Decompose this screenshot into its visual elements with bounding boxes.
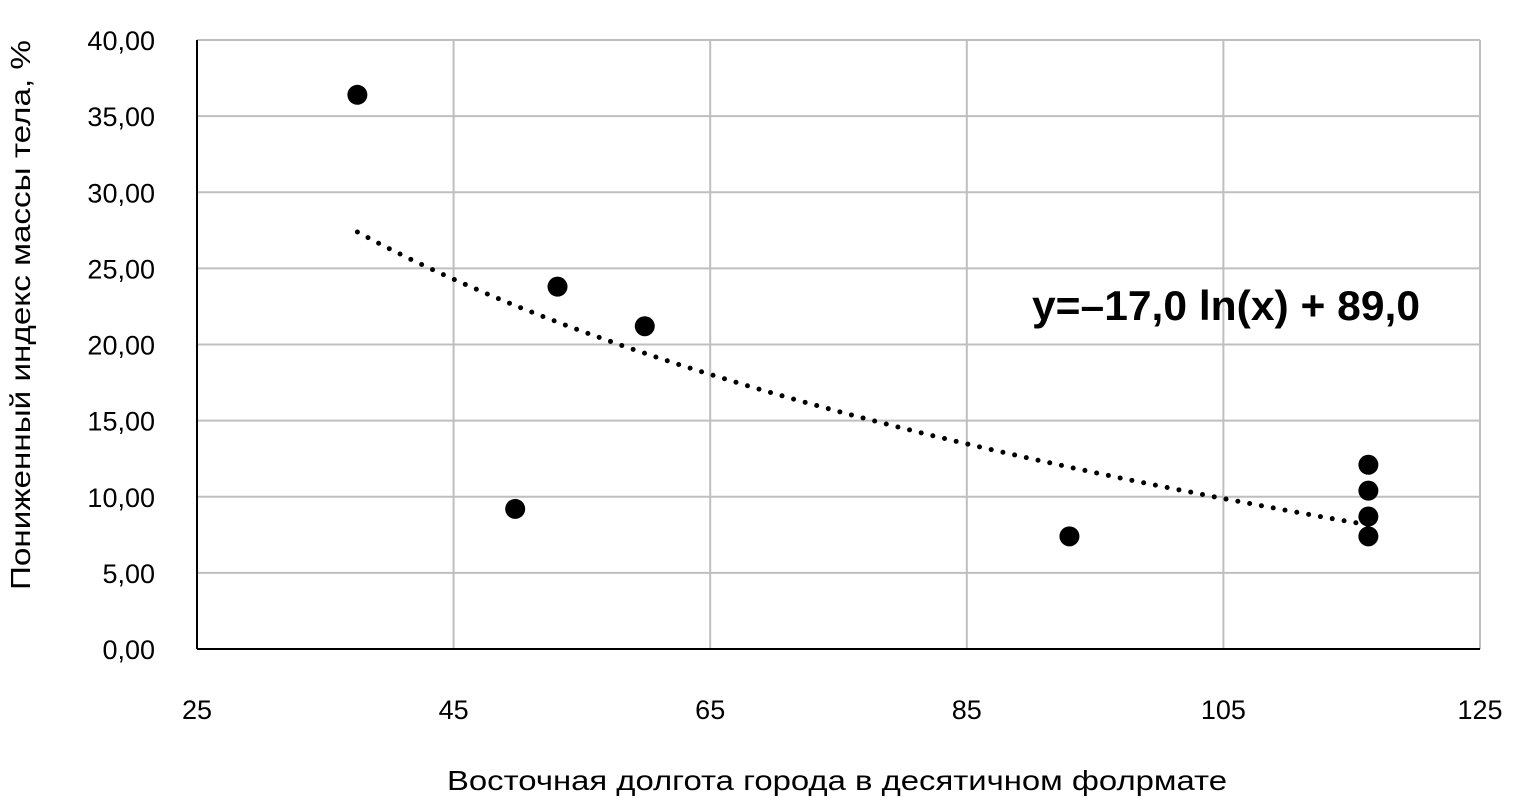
y-tick-label: 30,00 bbox=[87, 178, 155, 208]
y-tick-label: 0,00 bbox=[102, 635, 155, 665]
axes bbox=[196, 40, 1480, 650]
y-tick-label: 40,00 bbox=[87, 26, 155, 56]
data-point bbox=[1358, 526, 1379, 547]
x-tick-label: 65 bbox=[695, 695, 725, 725]
y-tick-label: 10,00 bbox=[87, 483, 155, 513]
y-tick-label: 5,00 bbox=[102, 559, 155, 589]
x-tick-label: 105 bbox=[1201, 695, 1246, 725]
y-axis-title: Пониженный индекс массы тела, % bbox=[5, 40, 36, 590]
data-point bbox=[347, 84, 368, 105]
tick-labels: 0,00 5,00 10,00 15,00 20,00 25,00 30,00 35,00 40… bbox=[87, 26, 1502, 725]
x-tick-label: 125 bbox=[1457, 695, 1502, 725]
trendline-path bbox=[354, 229, 1371, 528]
trendline bbox=[354, 229, 1371, 528]
data-point bbox=[1358, 480, 1379, 501]
data-point bbox=[1059, 526, 1080, 547]
x-tick-label: 45 bbox=[439, 695, 469, 725]
gridlines bbox=[197, 39, 1481, 649]
data-point bbox=[1358, 454, 1379, 475]
y-tick-label: 20,00 bbox=[87, 331, 155, 361]
x-tick-label: 85 bbox=[952, 695, 982, 725]
data-point bbox=[505, 498, 526, 519]
y-tick-label: 25,00 bbox=[87, 254, 155, 284]
x-axis-title: Восточная долгота города в десятичном фо… bbox=[447, 765, 1227, 796]
data-point bbox=[1358, 506, 1379, 527]
x-tick-label: 25 bbox=[182, 695, 212, 725]
y-tick-label: 35,00 bbox=[87, 102, 155, 132]
data-points bbox=[347, 84, 1379, 547]
y-tick-label: 15,00 bbox=[87, 407, 155, 437]
trendline-equation: y=–17,0 ln(x) + 89,0 bbox=[1032, 282, 1420, 329]
data-point bbox=[634, 316, 655, 337]
data-point bbox=[547, 276, 568, 297]
